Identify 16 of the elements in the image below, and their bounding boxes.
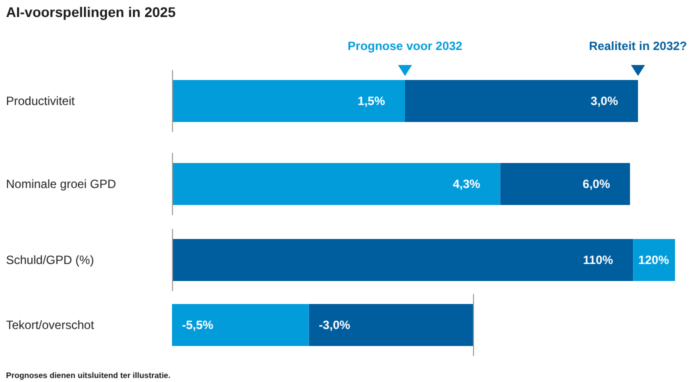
data-label: 1,5%: [358, 94, 386, 108]
total-label: 3,0%: [590, 94, 618, 108]
data-label: -3,0%: [318, 318, 350, 332]
y-tick-label: Schuld/GPD (%): [6, 253, 94, 267]
data-label: 110%: [583, 253, 614, 267]
chart-title: AI-voorspellingen in 2025: [6, 4, 176, 20]
data-label: 4,3%: [452, 177, 481, 191]
total-label: -5,5%: [182, 318, 214, 332]
text: Realiteit in 2032?: [588, 39, 688, 53]
text: Prognose voor 2032: [346, 39, 464, 53]
total-label: 6,0%: [582, 177, 610, 191]
y-tick-label: Nominale groei GPD: [6, 177, 116, 191]
y-tick-label: Productiviteit: [6, 94, 76, 108]
text: Prognoses dienen uitsluitend ter illustratie.: [6, 371, 170, 380]
total-label: 120%: [638, 253, 670, 267]
y-tick-label: Tekort/overschot: [6, 318, 95, 332]
